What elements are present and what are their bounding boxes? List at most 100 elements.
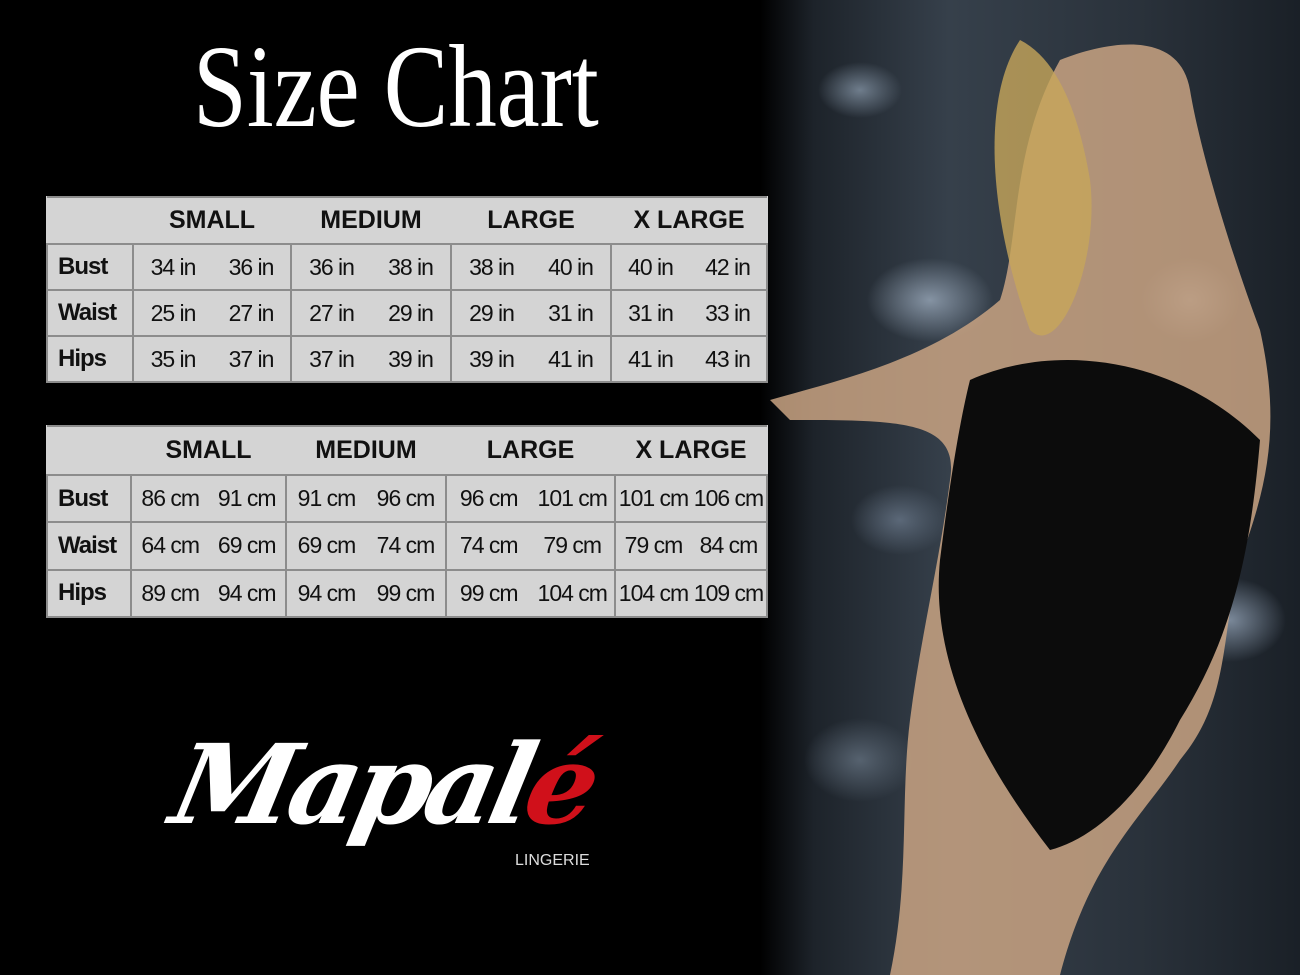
range-max: 37 in	[228, 345, 275, 372]
size-range-cell: 37 in 39 in	[290, 335, 452, 383]
range-max: 39 in	[388, 345, 434, 372]
size-range-cell: 64 cm 69 cm	[130, 521, 287, 571]
range-min: 91 cm	[297, 485, 357, 512]
size-range-cell: 27 in 29 in	[290, 289, 452, 338]
size-header: SMALL	[133, 195, 291, 246]
size-header: X LARGE	[615, 425, 767, 476]
corner-cell	[47, 425, 131, 476]
table-row: Hips 35 in 37 in 37 in 39 in 39 in 41 in 41 in 4…	[46, 335, 768, 383]
table-row: Waist 25 in 27 in 27 in 29 in 29 in 31 in 31 in…	[46, 289, 768, 338]
range-min: 101 cm	[618, 485, 689, 512]
size-header: LARGE	[451, 195, 611, 246]
size-range-cell: 69 cm 74 cm	[285, 521, 447, 571]
range-max: 36 in	[228, 253, 275, 280]
range-min: 38 in	[469, 253, 515, 280]
range-max: 101 cm	[537, 485, 608, 512]
corner-cell	[47, 195, 133, 246]
range-max: 91 cm	[217, 485, 277, 512]
range-min: 74 cm	[459, 532, 519, 559]
header-row: SMALL MEDIUM LARGE X LARGE	[47, 195, 767, 246]
range-max: 41 in	[548, 345, 594, 372]
range-min: 69 cm	[297, 532, 357, 559]
range-max: 38 in	[388, 253, 434, 280]
range-min: 79 cm	[624, 532, 684, 559]
range-max: 109 cm	[693, 579, 764, 606]
size-range-cell: 39 in 41 in	[450, 335, 612, 383]
size-range-cell: 101 cm 106 cm	[614, 473, 768, 524]
size-header: MEDIUM	[291, 195, 451, 246]
range-max: 33 in	[705, 299, 751, 326]
size-header: SMALL	[131, 425, 286, 476]
header-row: SMALL MEDIUM LARGE X LARGE	[47, 425, 767, 476]
range-min: 96 cm	[459, 485, 519, 512]
size-table-inches: SMALL MEDIUM LARGE X LARGE Bust 34 in 36 in 36 …	[46, 195, 768, 383]
size-range-cell: 104 cm 109 cm	[614, 568, 768, 619]
range-min: 37 in	[309, 345, 355, 372]
measure-label: Waist	[46, 521, 132, 571]
range-max: 42 in	[705, 253, 751, 280]
range-min: 27 in	[309, 299, 355, 326]
size-range-cell: 91 cm 96 cm	[285, 473, 447, 524]
size-range-cell: 36 in 38 in	[290, 243, 452, 292]
range-max: 69 cm	[217, 532, 277, 559]
range-min: 41 in	[628, 345, 674, 372]
size-range-cell: 41 in 43 in	[610, 335, 768, 383]
table-row: Bust 34 in 36 in 36 in 38 in 38 in 40 in 40 in 4…	[46, 243, 768, 292]
logo-subtitle: LINGERIE	[515, 852, 590, 869]
range-min: 99 cm	[459, 579, 519, 606]
range-max: 29 in	[388, 299, 434, 326]
page-title: Size Chart	[193, 21, 599, 152]
size-header: MEDIUM	[286, 425, 446, 476]
model-silhouette	[770, 40, 1271, 975]
range-min: 35 in	[150, 345, 197, 372]
range-max: 84 cm	[699, 532, 759, 559]
size-range-cell: 31 in 33 in	[610, 289, 768, 338]
range-max: 99 cm	[376, 579, 436, 606]
size-range-cell: 40 in 42 in	[610, 243, 768, 292]
range-max: 94 cm	[217, 579, 277, 606]
range-min: 104 cm	[618, 579, 689, 606]
size-range-cell: 35 in 37 in	[132, 335, 292, 383]
range-max: 31 in	[548, 299, 594, 326]
measure-label: Hips	[46, 335, 134, 383]
range-min: 86 cm	[141, 485, 200, 512]
range-min: 64 cm	[141, 532, 200, 559]
measure-label: Bust	[46, 473, 132, 524]
range-max: 106 cm	[693, 485, 764, 512]
logo-name: Mapal	[161, 720, 542, 849]
table-row: Hips 89 cm 94 cm 94 cm 99 cm 99 cm 104 cm 104 c…	[46, 568, 768, 619]
size-header: X LARGE	[611, 195, 767, 246]
size-range-cell: 74 cm 79 cm	[445, 521, 616, 571]
size-range-cell: 99 cm 104 cm	[445, 568, 616, 619]
size-range-cell: 96 cm 101 cm	[445, 473, 616, 524]
range-max: 96 cm	[376, 485, 436, 512]
measure-label: Waist	[46, 289, 134, 338]
size-range-cell: 29 in 31 in	[450, 289, 612, 338]
size-range-cell: 94 cm 99 cm	[285, 568, 447, 619]
range-max: 40 in	[548, 253, 594, 280]
range-max: 43 in	[705, 345, 751, 372]
size-range-cell: 25 in 27 in	[132, 289, 292, 338]
range-min: 36 in	[309, 253, 355, 280]
table-row: Waist 64 cm 69 cm 69 cm 74 cm 74 cm 79 cm 79 cm…	[46, 521, 768, 571]
range-min: 89 cm	[141, 579, 200, 606]
range-min: 25 in	[150, 299, 197, 326]
range-min: 34 in	[150, 253, 197, 280]
measure-label: Hips	[46, 568, 132, 619]
range-max: 74 cm	[376, 532, 436, 559]
size-table-cm: SMALL MEDIUM LARGE X LARGE Bust 86 cm 91 cm 91 …	[46, 425, 768, 619]
range-min: 39 in	[469, 345, 515, 372]
range-min: 31 in	[628, 299, 674, 326]
range-min: 94 cm	[297, 579, 357, 606]
range-min: 40 in	[628, 253, 674, 280]
size-range-cell: 86 cm 91 cm	[130, 473, 287, 524]
size-range-cell: 79 cm 84 cm	[614, 521, 768, 571]
range-max: 79 cm	[543, 532, 602, 559]
model-photo	[760, 0, 1300, 975]
range-max: 27 in	[228, 299, 275, 326]
size-header: LARGE	[446, 425, 615, 476]
range-min: 29 in	[469, 299, 515, 326]
size-range-cell: 89 cm 94 cm	[130, 568, 287, 619]
brand-logo: Mapalé LINGERIE	[161, 720, 615, 880]
table-row: Bust 86 cm 91 cm 91 cm 96 cm 96 cm 101 cm 101 c…	[46, 473, 768, 524]
